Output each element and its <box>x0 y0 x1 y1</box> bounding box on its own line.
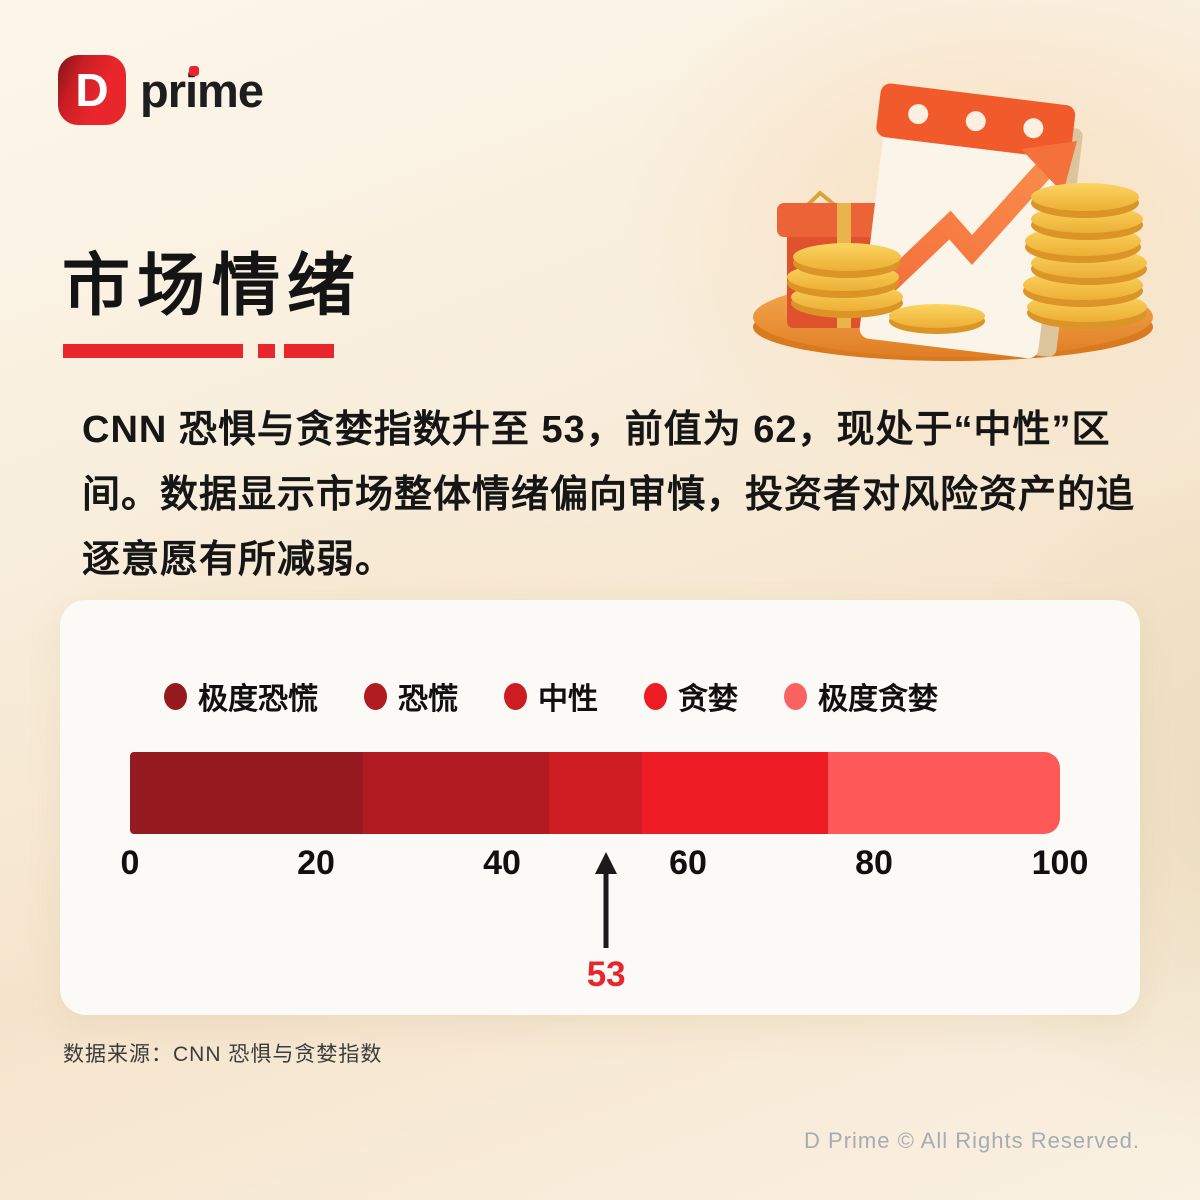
gauge-legend: 极度恐慌 恐慌 中性 贪婪 极度贪婪 <box>164 674 984 718</box>
data-source-note: 数据来源：CNN 恐惧与贪婪指数 <box>63 1043 383 1066</box>
tick-80: 80 <box>855 844 893 882</box>
logo-i-dot <box>189 65 199 76</box>
brand-logo: D prime <box>58 55 264 125</box>
coin-stack-right <box>1023 183 1147 329</box>
page-title: 市场情绪 <box>62 248 363 324</box>
brand-logo-icon: D <box>58 55 126 125</box>
gauge-axis: 0 20 40 60 80 100 <box>121 844 1089 884</box>
segment-greed <box>641 752 828 834</box>
tick-40: 40 <box>483 844 521 882</box>
legend-item-fear: 恐慌 <box>364 674 458 718</box>
fear-greed-gauge-card: 极度恐慌 恐慌 中性 贪婪 极度贪婪 0 20 40 60 80 100 <box>60 600 1140 1015</box>
logo-letter: D <box>75 64 109 116</box>
legend-item-extreme-fear: 极度恐慌 <box>164 674 318 718</box>
legend-dot-neutral <box>504 682 527 710</box>
summary-line: CNN 恐惧与贪婪指数升至 53，前值为 62，现处于“中性”区 <box>82 409 1111 451</box>
legend-item-neutral: 中性 <box>504 674 598 718</box>
legend-dot-extreme-greed <box>784 682 807 710</box>
legend-dot-extreme-fear <box>164 682 187 710</box>
illustration-svg <box>753 83 1153 361</box>
brand-logo-text: prime <box>140 63 264 117</box>
legend-item-greed: 贪婪 <box>644 674 738 718</box>
copyright-text: D Prime © All Rights Reserved. <box>804 1128 1140 1153</box>
summary-line: 逐意愿有所减弱。 <box>82 539 395 581</box>
tick-0: 0 <box>120 844 140 882</box>
rising-arrow-icon <box>878 141 1077 295</box>
title-underline <box>63 344 334 358</box>
legend-dot-greed <box>644 682 667 710</box>
coin-stack-left <box>787 243 985 334</box>
legend-dot-fear <box>364 682 387 710</box>
segment-extreme-greed <box>827 752 1060 834</box>
tick-100: 100 <box>1031 844 1089 882</box>
segment-neutral <box>548 752 642 834</box>
tick-60: 60 <box>669 844 707 882</box>
gauge-bar <box>130 752 1060 834</box>
tick-20: 20 <box>297 844 335 882</box>
segment-fear <box>362 752 549 834</box>
segment-extreme-fear <box>130 752 363 834</box>
finance-calendar-illustration <box>725 45 1175 375</box>
legend-item-extreme-greed: 极度贪婪 <box>784 674 938 718</box>
summary-line: 间。数据显示市场整体情绪偏向审慎，投资者对风险资产的追 <box>82 474 1136 516</box>
summary-paragraph: CNN 恐惧与贪婪指数升至 53，前值为 62，现处于“中性”区 间。数据显示市… <box>82 398 1142 593</box>
current-value-label: 53 <box>586 955 626 994</box>
